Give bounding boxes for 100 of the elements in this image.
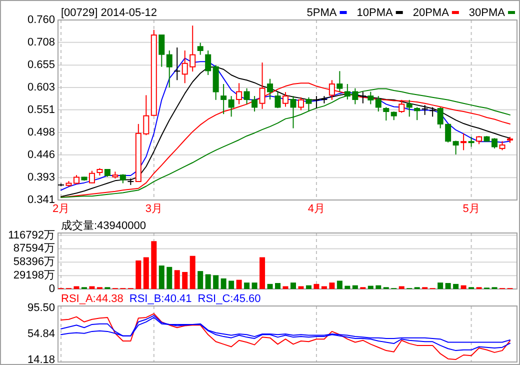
bar (321, 286, 327, 289)
legend-label: 10PMA (356, 7, 394, 19)
candlestick (368, 91, 374, 105)
bar (344, 286, 350, 289)
legend-label: 5PMA (306, 7, 338, 19)
y-tick-label: 0 (48, 283, 55, 295)
bar (190, 256, 196, 289)
bar (213, 275, 219, 289)
bar (74, 286, 80, 289)
candlestick (422, 104, 428, 116)
x-tick-label: 3月 (145, 203, 162, 215)
bar (445, 283, 451, 289)
candlestick (336, 70, 343, 92)
bar (151, 241, 157, 289)
series-label: RSI_C:45.60 (198, 293, 261, 305)
bar (89, 286, 95, 289)
bar (306, 285, 312, 289)
candlestick (120, 174, 126, 184)
y-tick-label: 14.18 (27, 354, 55, 365)
candlestick (282, 92, 288, 108)
candlestick (398, 99, 405, 114)
y-tick-label: 0.498 (27, 126, 55, 139)
candlestick (414, 106, 420, 121)
bar (136, 260, 142, 289)
bar (244, 282, 250, 289)
series-label: RSI_A:44.38 (61, 293, 124, 305)
candlestick (383, 106, 390, 122)
bar (260, 257, 266, 289)
y-tick-label: 0.655 (27, 59, 55, 72)
bar (236, 280, 242, 289)
bar (290, 282, 296, 289)
candlestick (267, 78, 274, 100)
bar (228, 280, 234, 289)
y-tick-label: 0.708 (27, 36, 55, 48)
bar (205, 274, 211, 289)
legend-label: 30PMA (468, 7, 506, 19)
candlestick (298, 96, 304, 111)
candlestick (205, 50, 212, 76)
bar (282, 286, 288, 289)
bar (158, 266, 164, 289)
bar (368, 286, 374, 289)
y-tick-label: 0.341 (27, 194, 55, 206)
y-tick-label: 54.84 (27, 328, 55, 340)
x-tick-label: 2月 (52, 203, 70, 215)
bar (352, 285, 358, 289)
candlestick (236, 82, 242, 105)
candlestick (468, 136, 474, 148)
bar (438, 282, 444, 289)
chart-title: [00729] 2014-05-12 (61, 7, 158, 19)
y-tick-label: 0.393 (27, 172, 55, 184)
y-tick-label: 58396万 (13, 256, 55, 268)
x-tick-label: 5月 (462, 203, 480, 215)
legend-label: 20PMA (412, 7, 450, 19)
y-tick-label: 116792万 (8, 229, 55, 242)
series-label: RSI_B:40.41 (129, 293, 192, 305)
candlestick (88, 170, 95, 184)
bar (267, 284, 273, 289)
candlestick (452, 140, 459, 155)
bar (275, 283, 281, 289)
bar (314, 284, 320, 289)
candlestick (306, 96, 312, 112)
candlestick (460, 132, 467, 151)
y-tick-label: 0.603 (27, 81, 55, 94)
y-tick-label: 0.551 (27, 104, 55, 116)
candlestick (406, 99, 412, 118)
bar (252, 282, 258, 289)
y-tick-label: 0.760 (27, 14, 55, 26)
candlestick (360, 91, 366, 104)
candlestick (174, 46, 180, 81)
bar (329, 282, 335, 289)
y-tick-label: 95.50 (27, 302, 55, 314)
candlestick (430, 106, 436, 118)
candlestick (274, 91, 281, 109)
candlestick (375, 96, 382, 112)
bar (398, 286, 404, 289)
bar (143, 257, 149, 289)
y-tick-label: 29198万 (13, 270, 55, 282)
bar (298, 286, 304, 289)
bar (376, 285, 382, 289)
bar (460, 285, 466, 289)
candlestick (220, 84, 227, 115)
candlestick (228, 96, 234, 118)
candlestick (158, 34, 165, 68)
bar (166, 266, 172, 289)
bar (453, 284, 459, 289)
bar (220, 278, 226, 289)
bar (174, 270, 180, 289)
x-tick-label: 4月 (308, 203, 326, 215)
candlestick (499, 140, 506, 151)
line-series (60, 315, 510, 352)
bar (336, 280, 342, 289)
candlestick (73, 174, 80, 185)
candlestick (290, 96, 296, 129)
candlestick (197, 42, 204, 56)
y-tick-label: 0.446 (27, 148, 55, 161)
line-series (60, 313, 510, 360)
chart-title: 成交量:43940000 (61, 219, 146, 232)
candlestick (166, 50, 172, 88)
bar (182, 272, 188, 289)
y-tick-label: 87594万 (13, 242, 55, 255)
